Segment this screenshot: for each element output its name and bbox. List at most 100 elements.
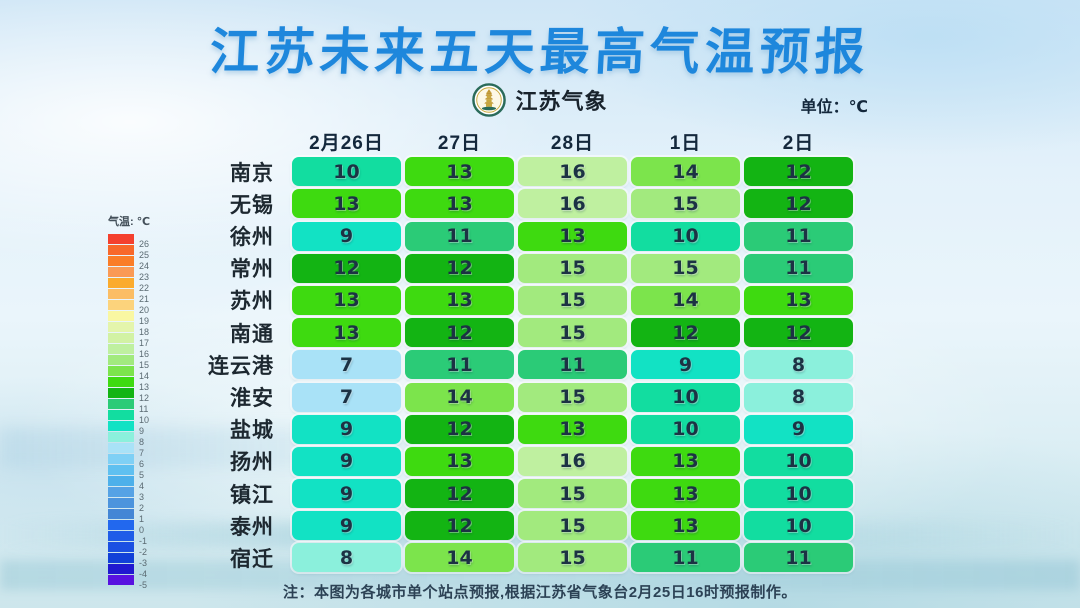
legend-value: -1	[139, 536, 148, 546]
legend-swatch	[108, 333, 134, 343]
temperature-cell: 15	[518, 318, 627, 348]
temperature-cell: 12	[631, 318, 740, 348]
legend-value: 25	[139, 250, 150, 260]
legend-value: 12	[139, 393, 150, 403]
temperature-cell: 12	[405, 479, 514, 509]
column-header: 2月26日	[309, 132, 384, 154]
legend-item: 13	[108, 377, 149, 392]
temperature-cell: 15	[518, 285, 627, 315]
legend-swatch	[108, 465, 134, 475]
legend-item: 19	[108, 311, 149, 326]
city-label: 扬州	[230, 451, 274, 475]
city-label: 镇江	[230, 483, 274, 507]
city-label: 常州	[230, 258, 274, 282]
brand-text: 江苏气象	[515, 89, 608, 114]
temperature-cell: 13	[292, 285, 401, 315]
legend-value: -2	[139, 547, 148, 557]
legend-value: -4	[139, 569, 148, 579]
legend-item: 25	[108, 245, 149, 260]
legend-value: 3	[139, 492, 145, 502]
legend-swatch	[108, 476, 134, 486]
temperature-cell: 13	[405, 446, 514, 476]
legend-item: 5	[108, 465, 144, 480]
temperature-cell: 12	[744, 157, 853, 187]
legend-swatch	[108, 432, 134, 442]
legend-item: 3	[108, 487, 144, 502]
temperature-cell: 13	[518, 414, 627, 444]
legend-value: 9	[139, 426, 145, 436]
temperature-cell: 16	[518, 189, 627, 219]
temperature-cell: 15	[631, 253, 740, 283]
temperature-cell: 7	[292, 382, 401, 412]
legend-value: 14	[139, 371, 150, 381]
temperature-cell: 16	[518, 157, 627, 187]
page-title: 江苏未来五天最高气温预报	[208, 24, 872, 80]
temperature-cell: 9	[292, 446, 401, 476]
temperature-cell: 10	[744, 446, 853, 476]
temperature-cell: 13	[744, 285, 853, 315]
temperature-cell: 13	[292, 318, 401, 348]
temperature-cell: 8	[744, 382, 853, 412]
temperature-cell: 9	[744, 414, 853, 444]
legend-item: 23	[108, 267, 149, 282]
legend-swatch	[108, 520, 134, 530]
city-label: 苏州	[230, 290, 274, 314]
temperature-cell: 7	[292, 350, 401, 380]
temperature-cell: 9	[631, 350, 740, 380]
city-label: 徐州	[230, 226, 274, 250]
legend-value: 10	[139, 415, 150, 425]
legend-item: 9	[108, 421, 144, 436]
city-label: 南通	[230, 322, 274, 346]
legend-item: 1	[108, 509, 144, 524]
legend-swatch	[108, 421, 134, 431]
legend-value: 6	[139, 459, 145, 469]
temperature-cell: 9	[292, 479, 401, 509]
temperature-cell: 10	[631, 221, 740, 251]
legend-item: 0	[108, 520, 144, 535]
legend-swatch	[108, 245, 134, 255]
legend-swatch	[108, 498, 134, 508]
legend-item: 16	[108, 344, 149, 359]
legend-item: 26	[108, 234, 149, 249]
temperature-cell: 13	[631, 479, 740, 509]
legend-item: 22	[108, 278, 149, 293]
legend-swatch	[108, 366, 134, 376]
legend-swatch	[108, 443, 134, 453]
temperature-cell: 8	[744, 350, 853, 380]
temperature-cell: 11	[405, 221, 514, 251]
legend-swatch	[108, 410, 134, 420]
temperature-cell: 12	[405, 511, 514, 541]
legend-items: 26 25 24 23 22 21 20 19 18 17 16 15 14 13 12 11 10 9 8 7 6 5 4…	[108, 234, 150, 590]
temperature-cell: 12	[744, 189, 853, 219]
city-label: 连云港	[208, 354, 274, 378]
legend-value: 16	[139, 349, 150, 359]
temperature-cell: 13	[631, 446, 740, 476]
legend-item: -2	[108, 542, 147, 557]
temperature-cell: 13	[405, 189, 514, 219]
legend-value: 11	[139, 404, 149, 414]
temperature-cell: 11	[518, 350, 627, 380]
temperature-cell: 15	[518, 253, 627, 283]
legend-item: 17	[108, 333, 149, 348]
legend-item: 7	[108, 443, 144, 458]
legend-item: 20	[108, 300, 149, 315]
temperature-cell: 14	[405, 543, 514, 573]
forecast-table: 2月26日 27日 28日 1日 2日 南京 10 13 16 14 12 无锡 13 13 16 15 12 徐…	[186, 128, 853, 573]
legend-value: 2	[139, 503, 145, 513]
temperature-cell: 10	[744, 511, 853, 541]
legend-swatch	[108, 355, 134, 365]
footnote: 注：本图为各城市单个站点预报,根据江苏省气象台2月25日16时预报制作。	[283, 584, 797, 601]
legend-swatch	[108, 553, 134, 563]
city-label: 淮安	[230, 387, 274, 410]
temperature-cell: 11	[744, 221, 853, 251]
legend-value: 23	[139, 272, 150, 282]
temperature-cell: 15	[518, 382, 627, 412]
legend-item: 6	[108, 454, 144, 469]
temperature-cell: 12	[405, 253, 514, 283]
legend-value: 18	[139, 327, 150, 337]
legend-swatch	[108, 388, 134, 398]
temperature-cell: 16	[518, 446, 627, 476]
legend-swatch	[108, 454, 134, 464]
temperature-cell: 8	[292, 543, 401, 573]
